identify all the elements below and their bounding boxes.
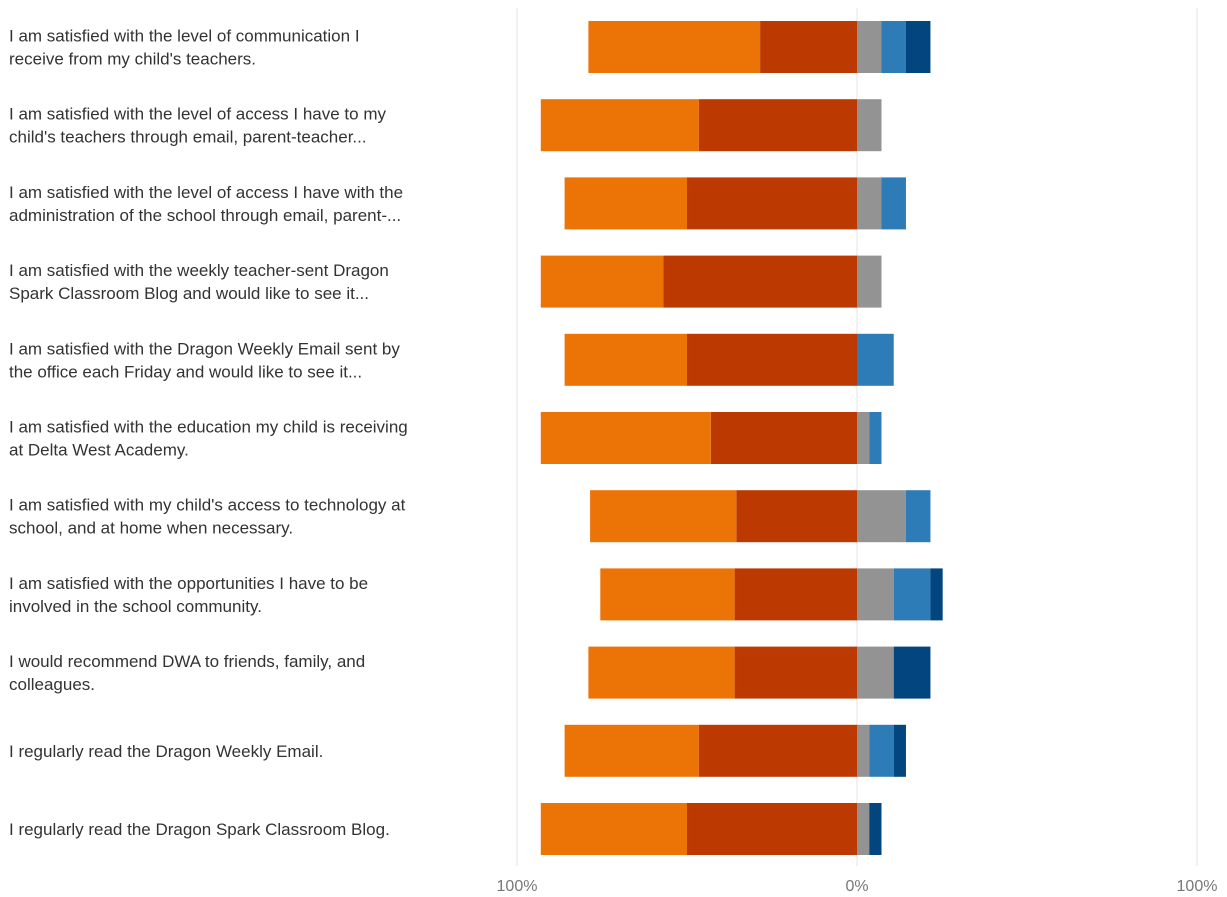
bar-row-1-series-1: [540, 99, 699, 152]
bar-row-0-series-3: [881, 21, 906, 73]
bar-row-10-series-1: [540, 803, 687, 855]
bar-row-10-series-0: [687, 803, 857, 855]
bar-row-8-series-4: [893, 646, 931, 699]
bar-row-6-series-1: [590, 490, 737, 543]
bar-row-2-series-3: [881, 177, 906, 230]
category-label-line: I am satisfied with the level of access …: [9, 183, 403, 202]
bar-row-8-series-1: [588, 646, 735, 699]
bar-row-2-series-1: [564, 177, 687, 230]
category-label-line: I am satisfied with the education my chi…: [9, 418, 408, 437]
category-label-line: Spark Classroom Blog and would like to s…: [9, 284, 369, 303]
bar-row-4-series-0: [687, 333, 857, 386]
bar-row-0-series-2: [857, 21, 882, 73]
bar-row-2-series-2: [857, 177, 882, 230]
bar-row-0-series-0: [760, 21, 857, 73]
category-label-line: I regularly read the Dragon Weekly Email…: [9, 742, 323, 761]
category-label-line: the office each Friday and would like to…: [9, 362, 362, 381]
category-label-0: I am satisfied with the level of communi…: [9, 27, 360, 69]
category-label-5: I am satisfied with the education my chi…: [9, 418, 408, 460]
bar-row-5-series-3: [869, 412, 882, 464]
category-label-3: I am satisfied with the weekly teacher-s…: [9, 261, 389, 303]
bar-row-6-series-2: [857, 490, 906, 543]
bar-row-7-series-4: [930, 568, 943, 621]
category-label-line: I would recommend DWA to friends, family…: [9, 652, 365, 671]
category-label-line: I am satisfied with the level of access …: [9, 105, 386, 124]
x-axis-tick-labels: 100% 0% 100%: [497, 878, 1218, 895]
category-label-line: colleagues.: [9, 675, 95, 694]
category-label-line: I am satisfied with the level of communi…: [9, 27, 360, 46]
category-label-9: I regularly read the Dragon Weekly Email…: [9, 742, 323, 761]
x-tick-label-2: 100%: [1177, 878, 1218, 895]
bar-row-9-series-1: [564, 724, 699, 777]
bar-row-3-series-0: [663, 255, 857, 308]
category-label-line: I am satisfied with the Dragon Weekly Em…: [9, 339, 400, 358]
category-label-line: I regularly read the Dragon Spark Classr…: [9, 820, 390, 839]
category-label-line: school, and at home when necessary.: [9, 519, 293, 538]
bar-row-3-series-2: [857, 255, 882, 308]
bar-row-5-series-0: [710, 412, 857, 464]
bar-row-7-series-0: [734, 568, 857, 621]
bar-row-4-series-3: [857, 333, 894, 386]
category-label-line: receive from my child's teachers.: [9, 50, 256, 69]
bar-row-9-series-2: [857, 724, 870, 777]
category-label-line: at Delta West Academy.: [9, 441, 189, 460]
row-labels: I am satisfied with the level of communi…: [9, 27, 408, 840]
category-label-2: I am satisfied with the level of access …: [9, 183, 403, 225]
category-label-line: I am satisfied with the weekly teacher-s…: [9, 261, 389, 280]
bar-row-10-series-4: [869, 803, 882, 855]
bar-row-7-series-3: [893, 568, 931, 621]
bar-row-6-series-3: [905, 490, 931, 543]
category-label-line: I am satisfied with my child's access to…: [9, 496, 406, 515]
bar-row-2-series-0: [687, 177, 857, 230]
x-tick-label-0: 100%: [497, 878, 538, 895]
bar-row-9-series-4: [893, 724, 906, 777]
category-label-1: I am satisfied with the level of access …: [9, 105, 386, 147]
category-label-7: I am satisfied with the opportunities I …: [9, 574, 368, 616]
bar-row-9-series-0: [698, 724, 857, 777]
category-label-6: I am satisfied with my child's access to…: [9, 496, 406, 538]
bar-row-6-series-0: [736, 490, 857, 543]
bar-row-5-series-1: [540, 412, 711, 464]
category-label-line: involved in the school community.: [9, 597, 262, 616]
bar-row-7-series-2: [857, 568, 894, 621]
category-label-10: I regularly read the Dragon Spark Classr…: [9, 820, 390, 839]
bar-row-8-series-0: [734, 646, 857, 699]
bar-row-8-series-2: [857, 646, 894, 699]
bar-row-1-series-0: [698, 99, 857, 152]
bar-row-7-series-1: [600, 568, 735, 621]
bar-row-4-series-1: [564, 333, 687, 386]
bars: [540, 21, 943, 855]
bar-row-0-series-1: [588, 21, 761, 73]
category-label-4: I am satisfied with the Dragon Weekly Em…: [9, 339, 400, 381]
bar-row-10-series-2: [857, 803, 870, 855]
category-label-line: child's teachers through email, parent-t…: [9, 128, 367, 147]
bar-row-5-series-2: [857, 412, 870, 464]
bar-row-9-series-3: [869, 724, 894, 777]
bar-row-3-series-1: [540, 255, 664, 308]
category-label-line: administration of the school through ema…: [9, 206, 401, 225]
category-label-line: I am satisfied with the opportunities I …: [9, 574, 368, 593]
bar-row-1-series-2: [857, 99, 882, 152]
category-label-8: I would recommend DWA to friends, family…: [9, 652, 365, 694]
x-tick-label-1: 0%: [845, 878, 868, 895]
bar-row-0-series-4: [905, 21, 931, 73]
